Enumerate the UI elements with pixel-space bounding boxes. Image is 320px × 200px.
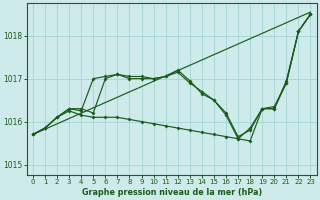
X-axis label: Graphe pression niveau de la mer (hPa): Graphe pression niveau de la mer (hPa) [82,188,262,197]
